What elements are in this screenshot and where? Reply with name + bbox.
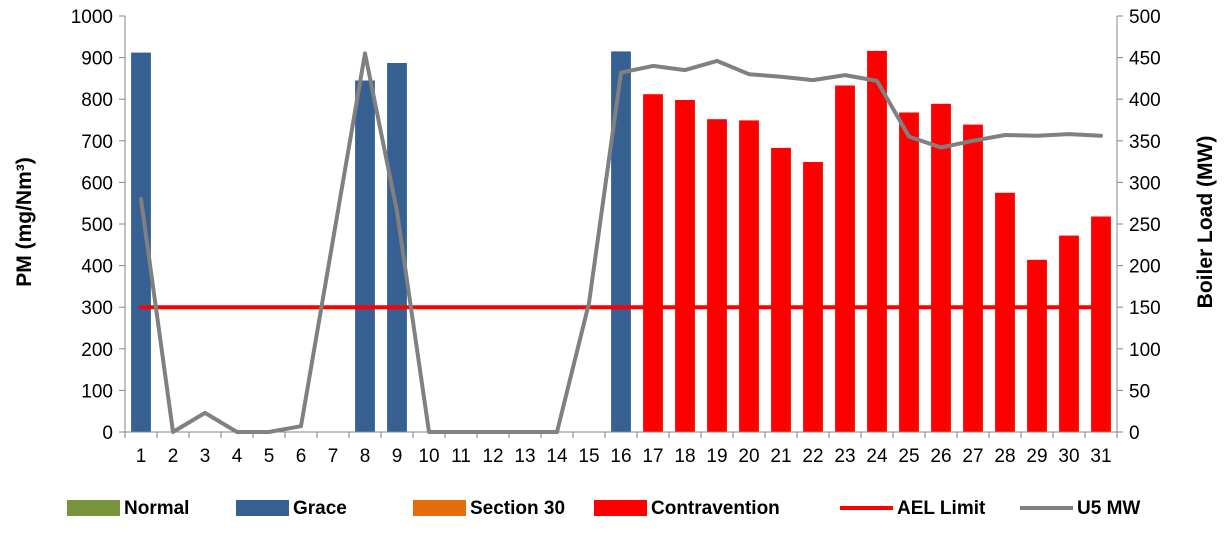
x-tick-label: 7 bbox=[328, 446, 339, 467]
y-tick-label-right: 100 bbox=[1129, 340, 1161, 361]
legend-swatch-grace bbox=[236, 500, 289, 516]
y-tick-label-left: 500 bbox=[81, 215, 113, 236]
y-axis-title-left: PM (mg/Nm³) bbox=[13, 157, 36, 287]
y-tick-label-left: 700 bbox=[81, 132, 113, 153]
x-tick-label: 15 bbox=[578, 446, 599, 467]
legend-label-normal: Normal bbox=[124, 498, 189, 519]
x-tick-label: 29 bbox=[1026, 446, 1047, 467]
legend-label-u5-mw: U5 MW bbox=[1077, 498, 1140, 519]
y-tick-label-right: 350 bbox=[1129, 132, 1161, 153]
bar-grace-16 bbox=[611, 51, 631, 433]
x-tick-label: 1 bbox=[136, 446, 147, 467]
x-tick-label: 10 bbox=[418, 446, 439, 467]
bar-contravention-22 bbox=[803, 162, 823, 432]
bar-grace-1 bbox=[131, 52, 151, 432]
legend-swatch-normal bbox=[67, 500, 120, 516]
y-tick-label-right: 500 bbox=[1129, 7, 1161, 28]
x-tick-label: 12 bbox=[482, 446, 503, 467]
legend-label-ael-limit: AEL Limit bbox=[897, 498, 986, 519]
x-tick-label: 31 bbox=[1090, 446, 1111, 467]
bar-contravention-30 bbox=[1059, 235, 1079, 432]
bar-grace-9 bbox=[387, 63, 407, 432]
y-tick-label-left: 400 bbox=[81, 257, 113, 278]
bar-contravention-28 bbox=[995, 192, 1015, 432]
x-tick-label: 6 bbox=[296, 446, 307, 467]
bar-grace-8 bbox=[355, 80, 375, 432]
x-tick-label: 13 bbox=[514, 446, 535, 467]
x-tick-label: 2 bbox=[168, 446, 179, 467]
y-tick-label-left: 300 bbox=[81, 298, 113, 319]
x-tick-label: 5 bbox=[264, 446, 275, 467]
bar-contravention-29 bbox=[1027, 259, 1047, 432]
y-tick-label-right: 200 bbox=[1129, 257, 1161, 278]
x-tick-label: 20 bbox=[738, 446, 759, 467]
x-tick-label: 30 bbox=[1058, 446, 1079, 467]
y-tick-label-left: 200 bbox=[81, 340, 113, 361]
x-tick-label: 17 bbox=[642, 446, 663, 467]
bar-contravention-20 bbox=[739, 120, 759, 433]
bar-contravention-17 bbox=[643, 94, 663, 432]
y-tick-label-left: 0 bbox=[102, 423, 113, 444]
y-tick-label-left: 600 bbox=[81, 173, 113, 194]
bar-contravention-19 bbox=[707, 119, 727, 432]
y-tick-label-left: 800 bbox=[81, 90, 113, 111]
x-tick-label: 26 bbox=[930, 446, 951, 467]
x-tick-label: 11 bbox=[451, 446, 471, 467]
x-tick-label: 19 bbox=[706, 446, 727, 467]
legend-label-grace: Grace bbox=[293, 498, 347, 519]
legend-label-contravention: Contravention bbox=[651, 498, 780, 519]
y-tick-label-right: 0 bbox=[1129, 423, 1140, 444]
bar-contravention-23 bbox=[835, 85, 855, 432]
y-tick-label-right: 400 bbox=[1129, 90, 1161, 111]
x-tick-label: 24 bbox=[866, 446, 888, 467]
x-tick-label: 4 bbox=[232, 446, 243, 467]
legend-swatch-section-30 bbox=[413, 500, 466, 516]
axes-layer: 0100200300400500600700800900100005010015… bbox=[71, 7, 1161, 467]
bar-contravention-27 bbox=[963, 124, 983, 432]
bars-layer bbox=[131, 50, 1111, 433]
x-tick-label: 8 bbox=[360, 446, 371, 467]
x-tick-label: 23 bbox=[834, 446, 855, 467]
line-u5-mw bbox=[139, 51, 1103, 434]
y-tick-label-right: 150 bbox=[1129, 298, 1161, 319]
x-tick-label: 3 bbox=[200, 446, 211, 467]
x-tick-label: 14 bbox=[546, 446, 568, 467]
x-tick-label: 28 bbox=[994, 446, 1015, 467]
x-tick-label: 16 bbox=[610, 446, 631, 467]
y-tick-label-left: 100 bbox=[81, 381, 113, 402]
bar-contravention-24 bbox=[867, 50, 887, 433]
x-tick-label: 21 bbox=[770, 446, 791, 467]
bar-contravention-18 bbox=[675, 100, 695, 432]
y-axis-title-right: Boiler Load (MW) bbox=[1194, 136, 1217, 309]
legend: Normal Grace Section 30 Contravention AEL Li… bbox=[67, 498, 1140, 519]
y-tick-label-right: 50 bbox=[1129, 381, 1150, 402]
bar-contravention-31 bbox=[1091, 216, 1111, 432]
bar-contravention-26 bbox=[931, 103, 951, 433]
x-tick-label: 22 bbox=[802, 446, 823, 467]
lines-layer bbox=[139, 51, 1103, 434]
legend-swatch-contravention bbox=[594, 500, 647, 516]
x-tick-label: 27 bbox=[962, 446, 983, 467]
y-tick-label-right: 250 bbox=[1129, 215, 1161, 236]
x-tick-label: 9 bbox=[392, 446, 403, 467]
x-tick-label: 25 bbox=[898, 446, 919, 467]
y-tick-label-left: 1000 bbox=[71, 7, 113, 28]
bar-contravention-25 bbox=[899, 112, 919, 432]
bar-contravention-21 bbox=[771, 147, 791, 432]
y-tick-label-right: 450 bbox=[1129, 49, 1161, 70]
y-tick-label-left: 900 bbox=[81, 49, 113, 70]
legend-label-section-30: Section 30 bbox=[470, 498, 565, 519]
x-tick-label: 18 bbox=[674, 446, 695, 467]
y-tick-label-right: 300 bbox=[1129, 173, 1161, 194]
